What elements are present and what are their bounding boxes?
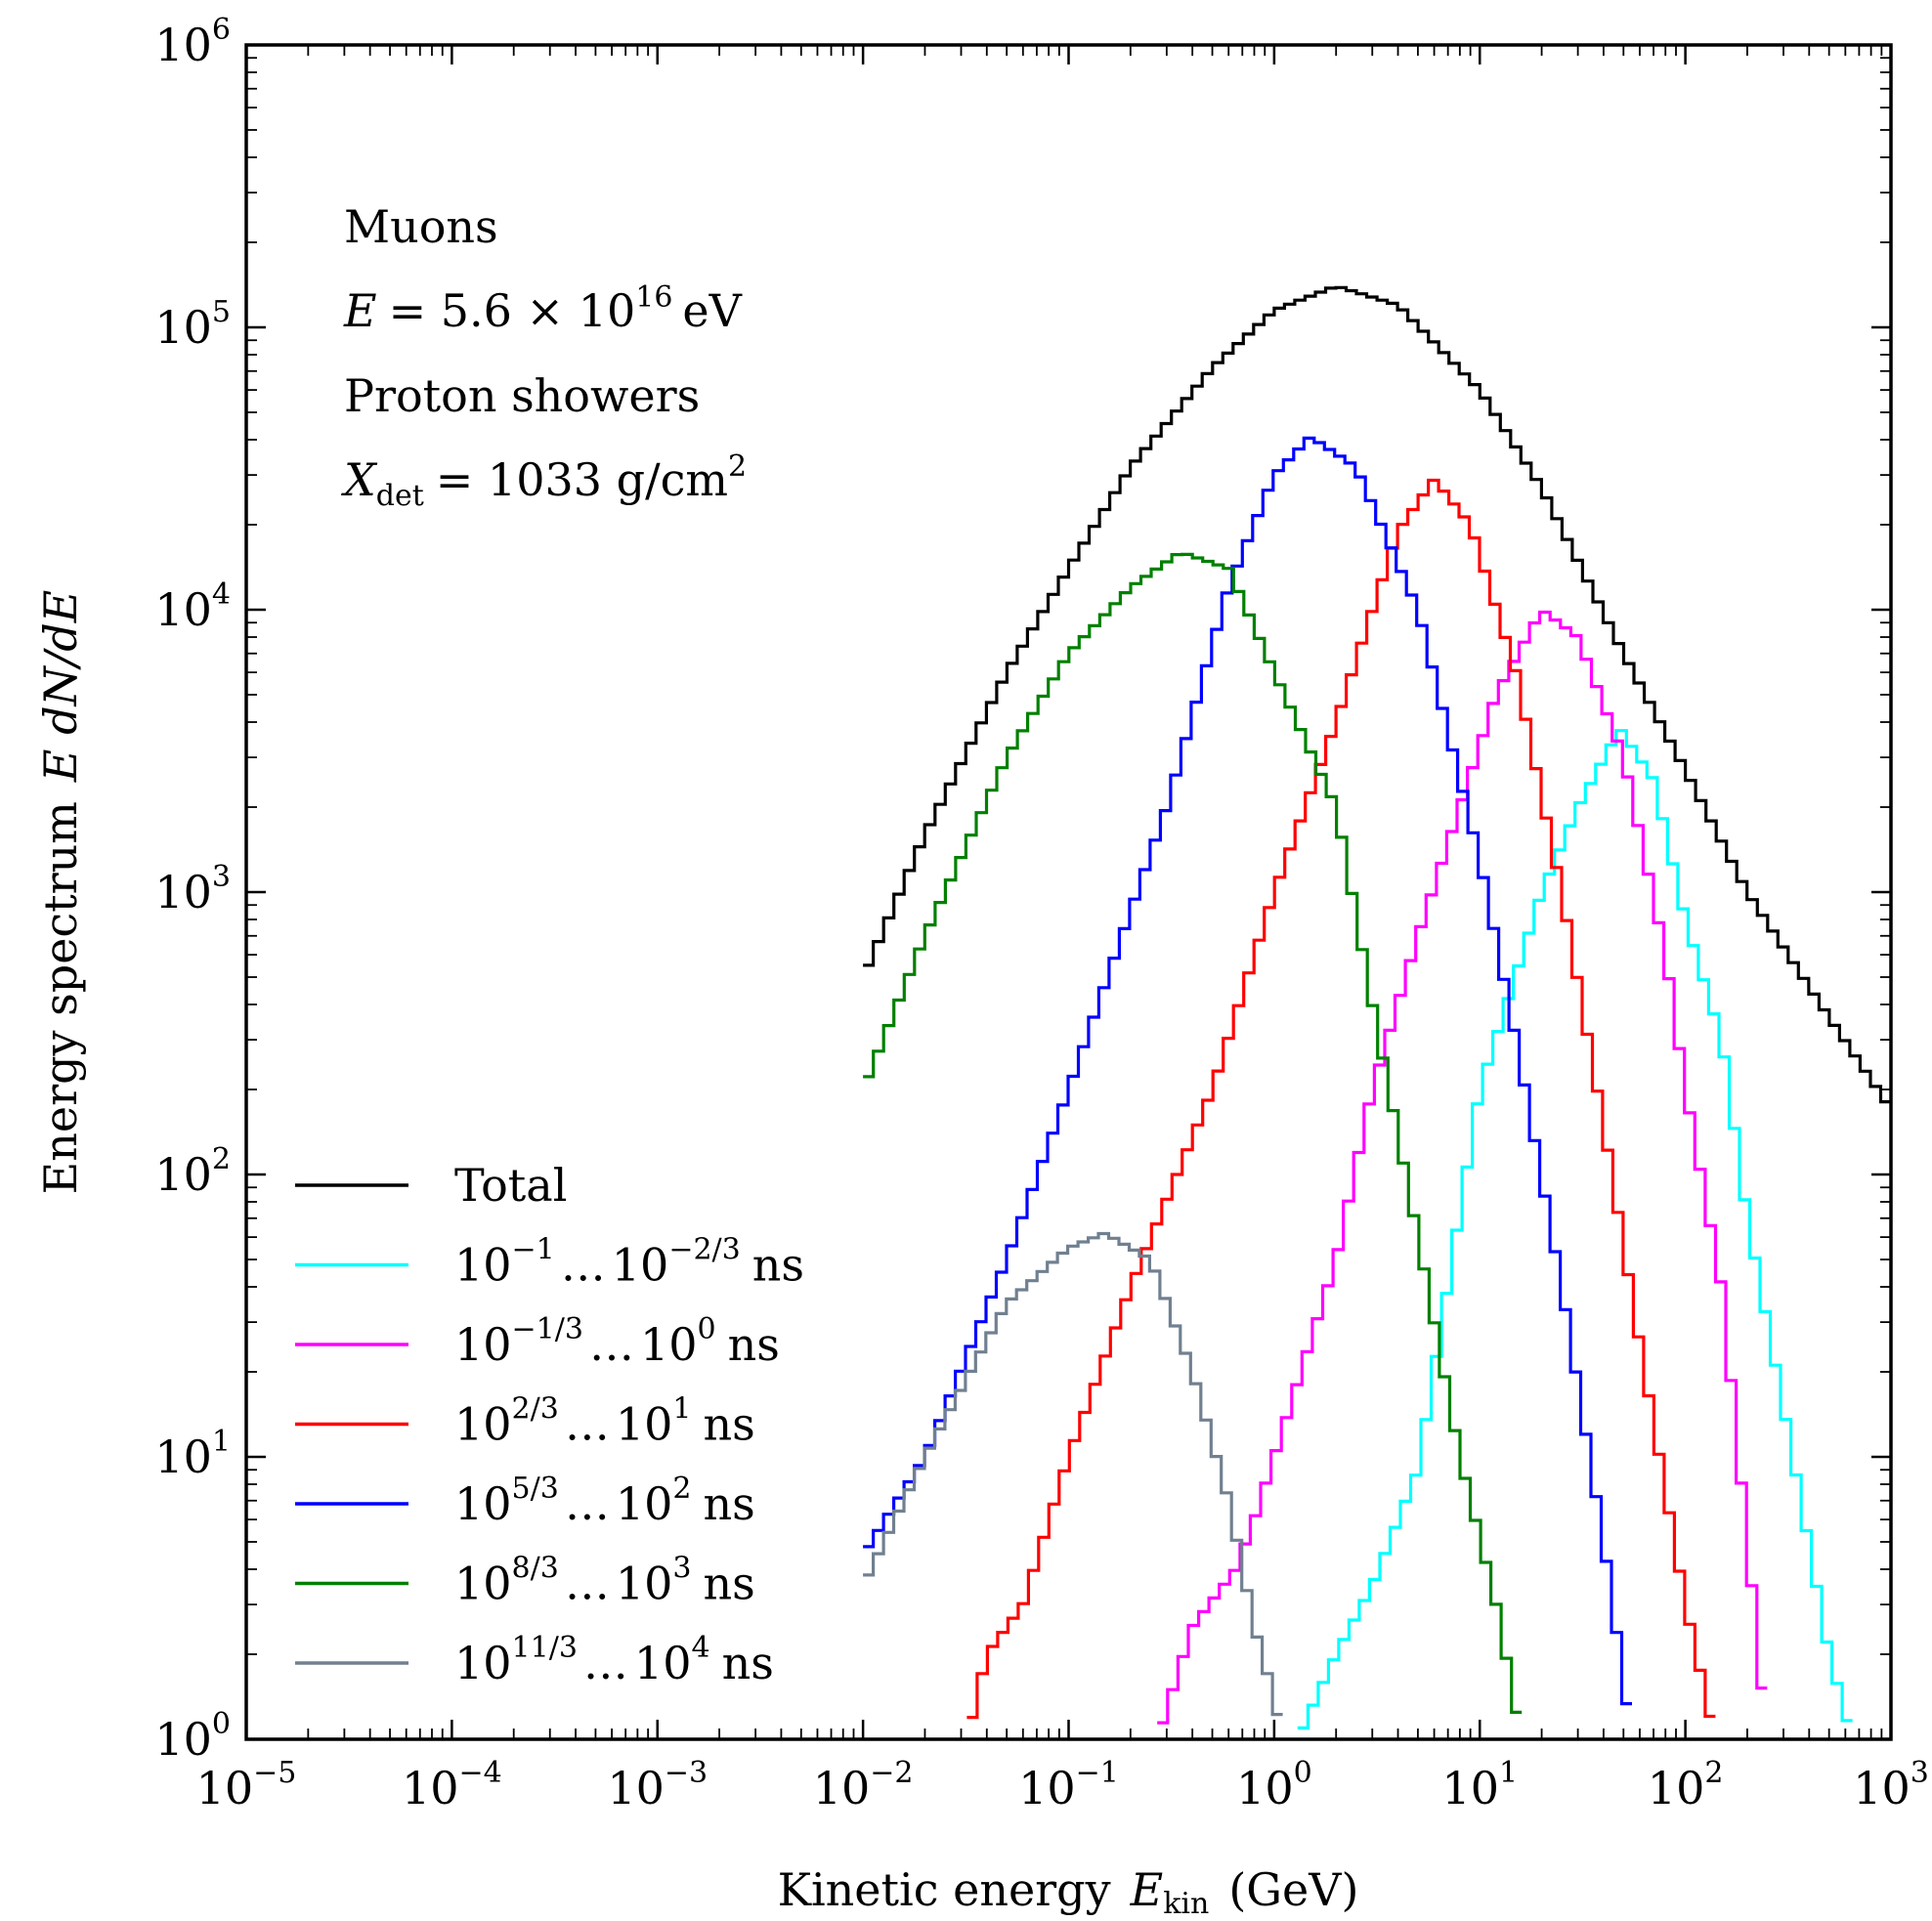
x-axis-label-unit: (GeV): [1228, 1863, 1358, 1916]
series-layer: [863, 285, 1891, 1729]
y-tick-label: 104: [154, 577, 231, 636]
y-axis-label: Energy spectrum E dN/dE: [34, 590, 87, 1195]
x-axis-label-prefix: Kinetic energy: [778, 1863, 1111, 1916]
annotation-depth: Xdet = 1033 g/cm2: [341, 449, 747, 513]
plot-frame: [244, 43, 1893, 1741]
x-tick-label: 10−1: [1018, 1756, 1119, 1814]
x-tick-label: 103: [1853, 1756, 1929, 1814]
annotation-energy-exp: 16: [635, 280, 672, 315]
y-tick-label: 100: [154, 1707, 231, 1766]
annotation-energy-unit: eV: [682, 284, 742, 337]
series-line-3: [966, 478, 1716, 1720]
annotation-energy-var: E: [343, 284, 377, 337]
ticks-layer: [244, 43, 1893, 1741]
legend-label-2: 10−1/3… 100 ns: [454, 1312, 780, 1371]
annotation-depth-var: X: [341, 453, 378, 506]
annotation-energy-eq: = 5.6 × 10: [389, 284, 636, 337]
legend-label-6: 1011/3… 104 ns: [454, 1631, 774, 1689]
x-tick-label: 10−5: [196, 1756, 297, 1814]
legend-label-0: Total: [454, 1159, 567, 1212]
legend-label-1: 10−1… 10−2/3 ns: [454, 1233, 804, 1292]
y-tick-label: 105: [154, 295, 231, 354]
annotation-energy: E = 5.6 × 1016 eV: [343, 280, 743, 337]
annotation-depth-exp: 2: [728, 449, 747, 484]
y-axis-label-expr: E dN/dE: [34, 590, 87, 783]
legend-label-5: 108/3… 103 ns: [454, 1552, 755, 1610]
y-axis-label-prefix: Energy spectrum: [34, 801, 87, 1194]
y-tick-label: 106: [154, 13, 231, 71]
series-line-5: [863, 552, 1523, 1714]
x-tick-label: 102: [1648, 1756, 1724, 1814]
y-tick-label: 102: [154, 1142, 231, 1201]
x-axis-label-sub: kin: [1163, 1887, 1209, 1921]
annotation-shower: Proton showers: [344, 369, 700, 422]
x-tick-label: 101: [1441, 1756, 1518, 1814]
series-line-4: [863, 436, 1632, 1706]
y-tick-label: 103: [154, 860, 231, 918]
x-axis-label: Kinetic energy Ekin (GeV): [778, 1863, 1359, 1921]
annotation-depth-sub: det: [376, 479, 424, 513]
series-line-6: [863, 1231, 1283, 1717]
x-axis-label-var: E: [1130, 1863, 1164, 1916]
annotation-depth-eq: = 1033 g/cm: [436, 453, 728, 506]
x-tick-label: 10−4: [402, 1756, 502, 1814]
legend: Total 10−1… 10−2/3 ns 10−1/3… 100 ns 102/3… 101 n…: [295, 1159, 804, 1689]
x-tick-label: 10−2: [813, 1756, 914, 1814]
tick-labels-layer: 10−5 10−4 10−3 10−2 10−1 100 101 102 103 100 101 10…: [154, 13, 1928, 1814]
series-line-0: [863, 285, 1891, 1104]
legend-label-4: 105/3… 102 ns: [454, 1472, 755, 1530]
legend-label-3: 102/3… 101 ns: [454, 1392, 755, 1451]
x-tick-label: 10−3: [607, 1756, 708, 1814]
annotation-particle: Muons: [344, 200, 498, 253]
x-tick-label: 100: [1236, 1756, 1312, 1814]
series-line-1: [1297, 729, 1853, 1729]
y-tick-label: 101: [154, 1425, 231, 1483]
series-line-2: [1157, 610, 1768, 1725]
annotation-block: Muons E = 5.6 × 1016 eV Proton showers Xde…: [341, 200, 747, 513]
